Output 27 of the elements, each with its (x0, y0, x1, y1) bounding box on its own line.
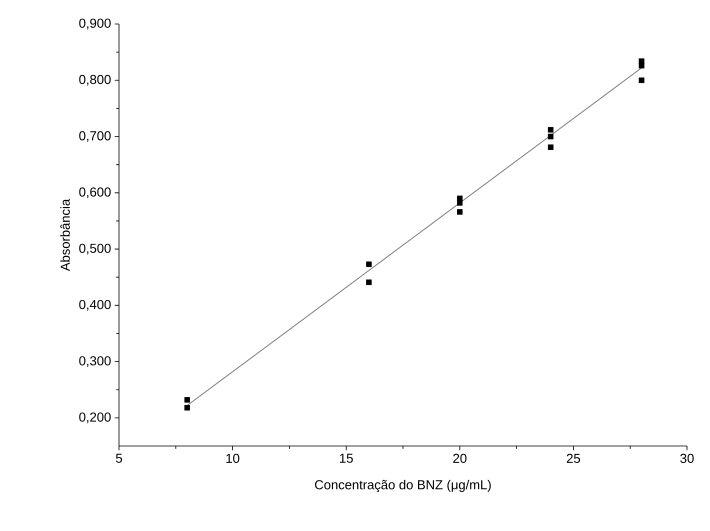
point (548, 134, 554, 140)
point (548, 144, 554, 150)
x-tick-label: 20 (453, 454, 467, 463)
point (184, 404, 190, 411)
y-axis-title: Absorbância (60, 198, 70, 272)
x-axis-title: Concentração do BNZ (μg/mL) (315, 480, 491, 492)
y-tick-label: 0,700 (79, 131, 111, 142)
point (184, 397, 190, 403)
y-tick-label: 0,400 (79, 300, 111, 311)
x-tick-label: 25 (566, 454, 580, 463)
point (638, 77, 644, 84)
x-tick-label: 10 (226, 454, 240, 463)
point (638, 62, 644, 68)
point (457, 200, 463, 206)
x-tick-label: 30 (680, 454, 694, 463)
y-tick-label: 0,200 (79, 412, 111, 424)
point (366, 261, 372, 268)
y-tick-label: 0,900 (79, 18, 111, 30)
y-tick-label: 0,300 (79, 356, 111, 367)
y-tick-label: 0,800 (79, 74, 111, 86)
point (457, 209, 463, 215)
point (548, 126, 554, 133)
y-tick-label: 0,600 (79, 187, 111, 198)
point (366, 279, 372, 286)
x-tick-label: 5 (116, 454, 122, 463)
x-tick-label: 15 (340, 454, 353, 463)
y-tick-label: 0,500 (79, 244, 111, 254)
